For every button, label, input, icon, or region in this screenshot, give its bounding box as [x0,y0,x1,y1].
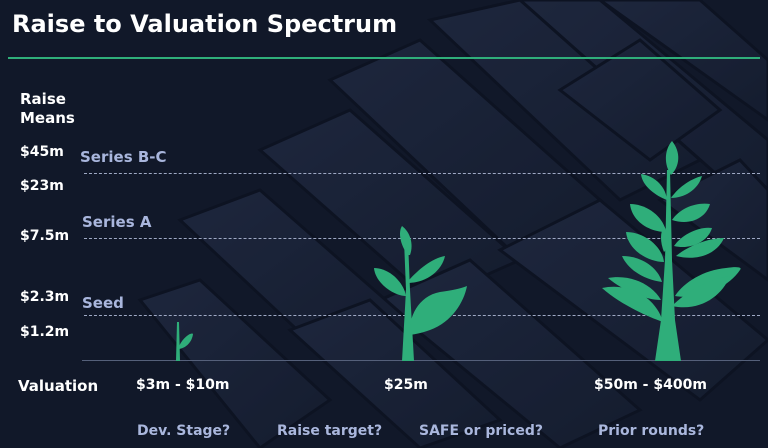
question-raise-target: Raise target? [277,423,383,439]
stage-label-series-b-c: Series B-C [80,148,167,166]
x-axis-baseline [82,360,760,361]
title-underline [8,57,760,59]
y-tick-7-5m: $7.5m [20,228,70,244]
question-safe-or-priced: SAFE or priced? [419,423,543,439]
stage-label-seed: Seed [82,294,124,312]
y-tick-45m: $45m [20,144,64,160]
young-plant-icon [374,226,467,361]
y-tick-23m: $23m [20,178,64,194]
sprout-icon [176,322,193,361]
tree-icon [602,141,741,361]
question-prior-rounds: Prior rounds? [598,423,705,439]
y-tick-1-2m: $1.2m [20,324,70,340]
x-label-50m-400m: $50m - $400m [594,377,707,393]
stage-label-series-a: Series A [82,213,152,231]
y-axis-title-line1: Raise [20,90,66,108]
x-axis-title: Valuation [18,377,99,395]
stage-line-series-a [84,238,760,239]
y-axis-title-line2: Means [20,109,75,127]
x-label-3m-10m: $3m - $10m [136,377,230,393]
y-axis-title: Raise Means [20,90,75,128]
question-dev-stage: Dev. Stage? [137,423,231,439]
y-tick-2-3m: $2.3m [20,289,70,305]
x-label-25m: $25m [384,377,428,393]
stage-line-series-b-c [84,173,760,174]
page-title: Raise to Valuation Spectrum [12,10,398,38]
